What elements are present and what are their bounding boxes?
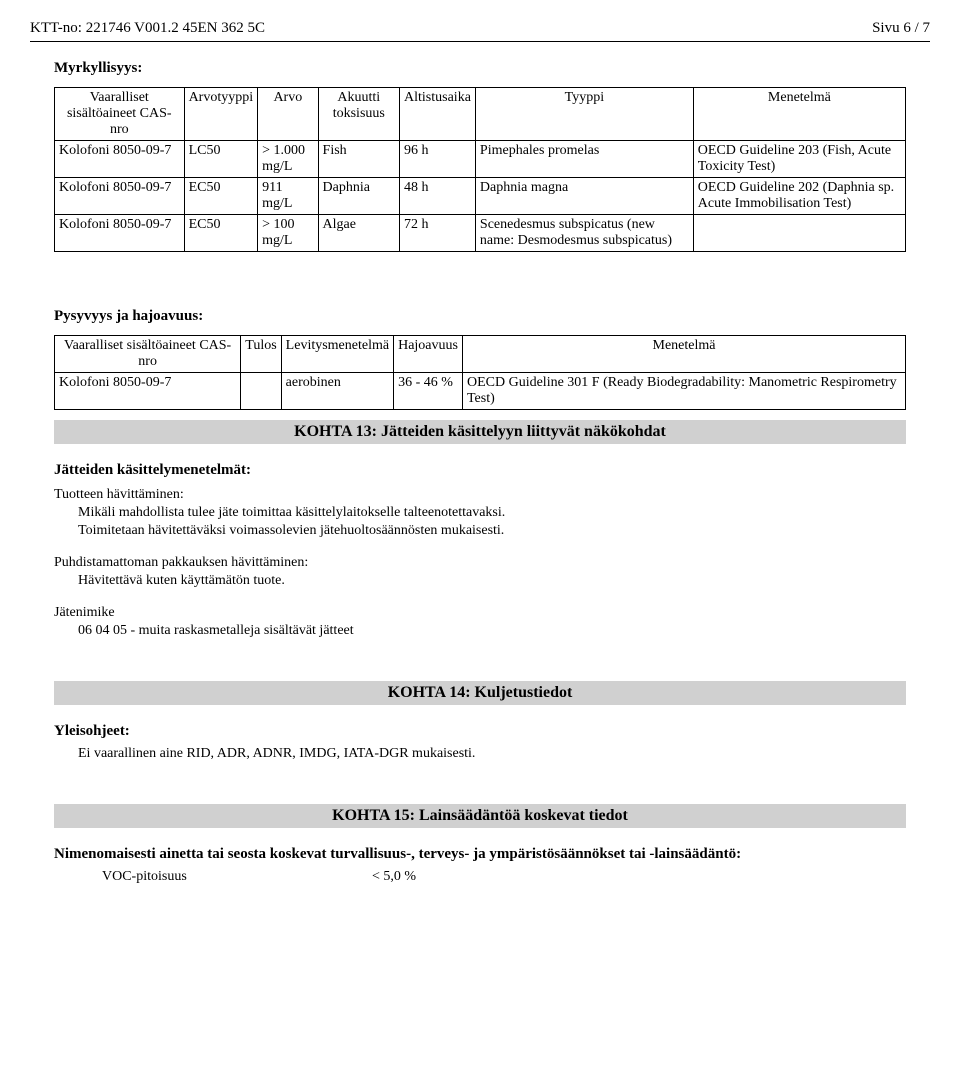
col-header: Tyyppi	[475, 88, 693, 141]
table-cell: 72 h	[400, 215, 476, 252]
table-cell: Fish	[318, 141, 400, 178]
table-cell: OECD Guideline 301 F (Ready Biodegradabi…	[462, 373, 905, 410]
table-cell: 96 h	[400, 141, 476, 178]
col-header: Hajoavuus	[394, 336, 463, 373]
col-header: Arvotyyppi	[184, 88, 258, 141]
col-header: Levitysmenetelmä	[281, 336, 393, 373]
product-disposal-label: Tuotteen hävittäminen:	[54, 487, 906, 503]
packaging-disposal-label: Puhdistamattoman pakkauksen hävittäminen…	[54, 555, 906, 571]
table-row: Kolofoni 8050-09-7 aerobinen36 - 46 %OECD…	[55, 373, 906, 410]
table-cell: Kolofoni 8050-09-7	[55, 141, 185, 178]
table-cell: OECD Guideline 202 (Daphnia sp. Acute Im…	[693, 178, 905, 215]
table-cell: 911 mg/L	[258, 178, 318, 215]
table-row: Kolofoni 8050-09-7LC50> 1.000 mg/LFish96…	[55, 141, 906, 178]
header-left: KTT-no: 221746 V001.2 45EN 362 5C	[30, 20, 265, 37]
table-cell: Daphnia	[318, 178, 400, 215]
page-header: KTT-no: 221746 V001.2 45EN 362 5C Sivu 6…	[30, 20, 930, 37]
header-right: Sivu 6 / 7	[872, 20, 930, 37]
table-row: Kolofoni 8050-09-7EC50> 100 mg/LAlgae72 …	[55, 215, 906, 252]
col-header: Akuutti toksisuus	[318, 88, 400, 141]
voc-value: < 5,0 %	[372, 869, 416, 885]
table-cell: Kolofoni 8050-09-7	[55, 215, 185, 252]
waste-methods-title: Jätteiden käsittelymenetelmät:	[54, 462, 930, 479]
table-cell: 36 - 46 %	[394, 373, 463, 410]
persistence-table: Vaaralliset sisältöaineet CAS-nro Tulos …	[54, 335, 906, 410]
voc-label: VOC-pitoisuus	[102, 869, 372, 885]
table-cell: LC50	[184, 141, 258, 178]
table-cell: Daphnia magna	[475, 178, 693, 215]
table-cell: 48 h	[400, 178, 476, 215]
col-header: Menetelmä	[693, 88, 905, 141]
table-cell	[241, 373, 281, 410]
table-cell: Scenedesmus subspicatus (new name: Desmo…	[475, 215, 693, 252]
regulations-title: Nimenomaisesti ainetta tai seosta koskev…	[54, 846, 930, 863]
persistence-title: Pysyvyys ja hajoavuus:	[54, 308, 930, 325]
product-disposal-line: Toimitetaan hävitettäväksi voimassolevie…	[78, 523, 906, 539]
col-header: Vaaralliset sisältöaineet CAS-nro	[55, 336, 241, 373]
waste-code-line: 06 04 05 - muita raskasmetalleja sisältä…	[78, 623, 906, 639]
table-cell: EC50	[184, 178, 258, 215]
table-cell: aerobinen	[281, 373, 393, 410]
col-header: Altistusaika	[400, 88, 476, 141]
col-header: Menetelmä	[462, 336, 905, 373]
voc-row: VOC-pitoisuus < 5,0 %	[54, 869, 906, 885]
general-instructions-label: Yleisohjeet:	[54, 723, 930, 740]
table-header-row: Vaaralliset sisältöaineet CAS-nro Tulos …	[55, 336, 906, 373]
table-cell: Algae	[318, 215, 400, 252]
table-cell: Kolofoni 8050-09-7	[55, 178, 185, 215]
col-header: Arvo	[258, 88, 318, 141]
table-cell: Pimephales promelas	[475, 141, 693, 178]
table-row: Kolofoni 8050-09-7EC50911 mg/LDaphnia48 …	[55, 178, 906, 215]
table-cell: > 100 mg/L	[258, 215, 318, 252]
toxicity-table: Vaaralliset sisältöaineet CAS-nro Arvoty…	[54, 87, 906, 252]
table-cell: OECD Guideline 203 (Fish, Acute Toxicity…	[693, 141, 905, 178]
table-cell: > 1.000 mg/L	[258, 141, 318, 178]
section13-band: KOHTA 13: Jätteiden käsittelyyn liittyvä…	[54, 420, 906, 444]
section14-band: KOHTA 14: Kuljetustiedot	[54, 681, 906, 705]
toxicity-title: Myrkyllisyys:	[54, 60, 930, 77]
packaging-disposal-line: Hävitettävä kuten käyttämätön tuote.	[78, 573, 906, 589]
table-cell: Kolofoni 8050-09-7	[55, 373, 241, 410]
table-cell	[693, 215, 905, 252]
col-header: Tulos	[241, 336, 281, 373]
section15-band: KOHTA 15: Lainsäädäntöä koskevat tiedot	[54, 804, 906, 828]
col-header: Vaaralliset sisältöaineet CAS-nro	[55, 88, 185, 141]
header-rule	[30, 41, 930, 42]
table-header-row: Vaaralliset sisältöaineet CAS-nro Arvoty…	[55, 88, 906, 141]
waste-code-label: Jätenimike	[54, 605, 906, 621]
table-cell: EC50	[184, 215, 258, 252]
product-disposal-line: Mikäli mahdollista tulee jäte toimittaa …	[78, 505, 906, 521]
general-instructions-line: Ei vaarallinen aine RID, ADR, ADNR, IMDG…	[78, 746, 906, 762]
